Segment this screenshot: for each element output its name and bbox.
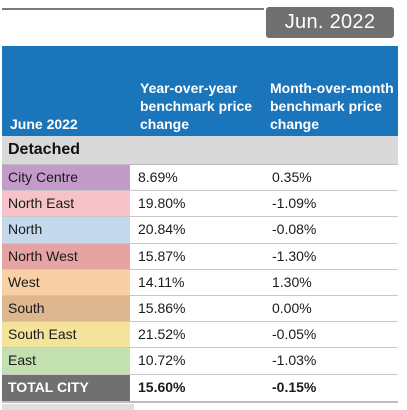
yoy-value: 21.52% xyxy=(138,326,186,343)
total-label: TOTAL CITY xyxy=(2,374,130,401)
yoy-value: 20.84% xyxy=(138,221,186,238)
date-badge: Jun. 2022 xyxy=(266,7,394,38)
yoy-value: 19.80% xyxy=(138,195,186,212)
header-yoy: Year-over-year benchmark price change xyxy=(140,80,253,132)
table-row: City Centre 8.69% 0.35% xyxy=(2,165,398,192)
region-name: North East xyxy=(2,191,130,217)
region-name: City Centre xyxy=(2,165,130,191)
region-name: North xyxy=(2,217,130,243)
region-name: South East xyxy=(2,322,130,348)
region-name: South xyxy=(2,295,130,322)
header-period: June 2022 xyxy=(10,116,78,132)
table-row: West 14.11% 1.30% xyxy=(2,269,398,296)
region-name: North West xyxy=(2,243,130,269)
bottom-divider xyxy=(2,404,134,410)
header-mom: Month-over-month benchmark price change xyxy=(270,80,394,132)
table-row: South 15.86% 0.00% xyxy=(2,295,398,323)
table-header: June 2022 Year-over-year benchmark price… xyxy=(2,46,398,136)
table-row: South East 21.52% -0.05% xyxy=(2,322,398,349)
region-name: East xyxy=(2,348,130,374)
price-change-table: June 2022 Year-over-year benchmark price… xyxy=(2,46,398,403)
table-row: North West 15.87% -1.30% xyxy=(2,243,398,270)
table-body: City Centre 8.69% 0.35% North East 19.80% -1.… xyxy=(2,165,398,375)
yoy-value: 15.86% xyxy=(138,299,186,316)
section-heading: Detached xyxy=(2,136,398,165)
table-row: North East 19.80% -1.09% xyxy=(2,191,398,218)
total-mom: -0.15% xyxy=(272,378,317,395)
mom-value: -0.05% xyxy=(272,326,317,343)
yoy-value: 14.11% xyxy=(138,273,185,290)
mom-value: -1.09% xyxy=(272,195,317,212)
mom-value: -0.08% xyxy=(272,221,317,238)
table-row: East 10.72% -1.03% xyxy=(2,348,398,375)
yoy-value: 10.72% xyxy=(138,352,186,369)
top-rule xyxy=(2,8,264,10)
mom-value: -1.03% xyxy=(272,352,317,369)
mom-value: 0.00% xyxy=(272,299,312,316)
mom-value: -1.30% xyxy=(272,247,317,264)
table-row: North 20.84% -0.08% xyxy=(2,217,398,244)
total-yoy: 15.60% xyxy=(138,378,186,395)
mom-value: 1.30% xyxy=(272,273,312,290)
yoy-value: 8.69% xyxy=(138,169,178,185)
section-title: Detached xyxy=(8,141,81,158)
region-name: West xyxy=(2,269,130,295)
total-row: TOTAL CITY 15.60% -0.15% xyxy=(2,374,398,403)
yoy-value: 15.87% xyxy=(138,247,186,264)
mom-value: 0.35% xyxy=(272,169,312,185)
